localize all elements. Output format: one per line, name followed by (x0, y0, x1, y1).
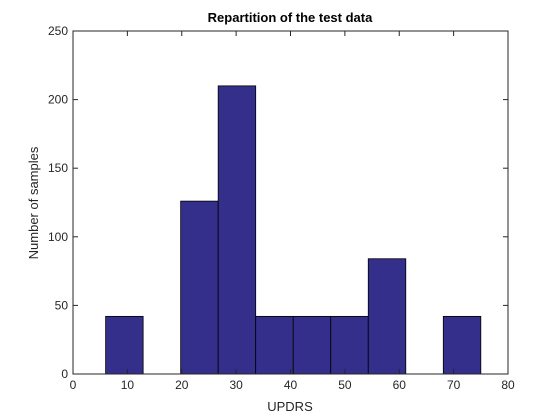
histogram-bar-4 (255, 315, 294, 375)
bars-group (105, 85, 482, 375)
x-axis-label: UPDRS (267, 399, 313, 414)
histogram-bar-6 (330, 315, 369, 375)
x-tick-label: 70 (447, 378, 461, 392)
chart-title: Repartition of the test data (208, 10, 373, 25)
histogram-bar-0 (105, 315, 144, 375)
x-axis: 0 10 20 30 40 50 60 70 80 (70, 31, 515, 392)
y-tick-label: 250 (48, 24, 68, 38)
y-tick-label: 50 (55, 298, 69, 312)
histogram-bar-5 (292, 315, 332, 375)
x-tick-label: 20 (175, 378, 189, 392)
y-axis: 0 50 100 150 200 250 (48, 24, 508, 381)
x-tick-label: 80 (501, 378, 515, 392)
x-tick-label: 50 (338, 378, 352, 392)
histogram-bar-2 (180, 200, 219, 375)
y-tick-label: 200 (48, 93, 68, 107)
x-tick-label: 10 (121, 378, 135, 392)
x-tick-label: 30 (229, 378, 243, 392)
y-tick-label: 150 (48, 161, 68, 175)
x-tick-label: 40 (284, 378, 298, 392)
x-tick-label: 0 (70, 378, 77, 392)
y-tick-label: 100 (48, 230, 68, 244)
y-tick-label: 0 (61, 367, 68, 381)
histogram-bar-7 (367, 258, 407, 375)
x-tick-label: 60 (393, 378, 407, 392)
y-axis-label: Number of samples (26, 146, 41, 259)
histogram-bar-3 (217, 85, 257, 375)
histogram-bar-9 (442, 315, 482, 375)
